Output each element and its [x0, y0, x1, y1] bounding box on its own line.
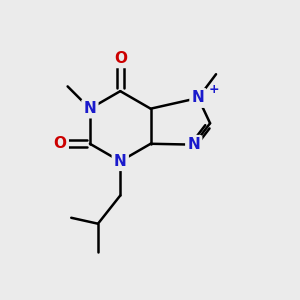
Text: O: O — [54, 136, 67, 151]
Text: methyl: methyl — [66, 84, 71, 85]
Text: O: O — [114, 51, 127, 66]
Text: N: N — [83, 101, 96, 116]
Text: N: N — [192, 91, 205, 106]
Text: N: N — [114, 154, 127, 169]
Text: N: N — [188, 137, 200, 152]
Text: +: + — [208, 83, 219, 96]
Text: N: N — [192, 91, 205, 106]
